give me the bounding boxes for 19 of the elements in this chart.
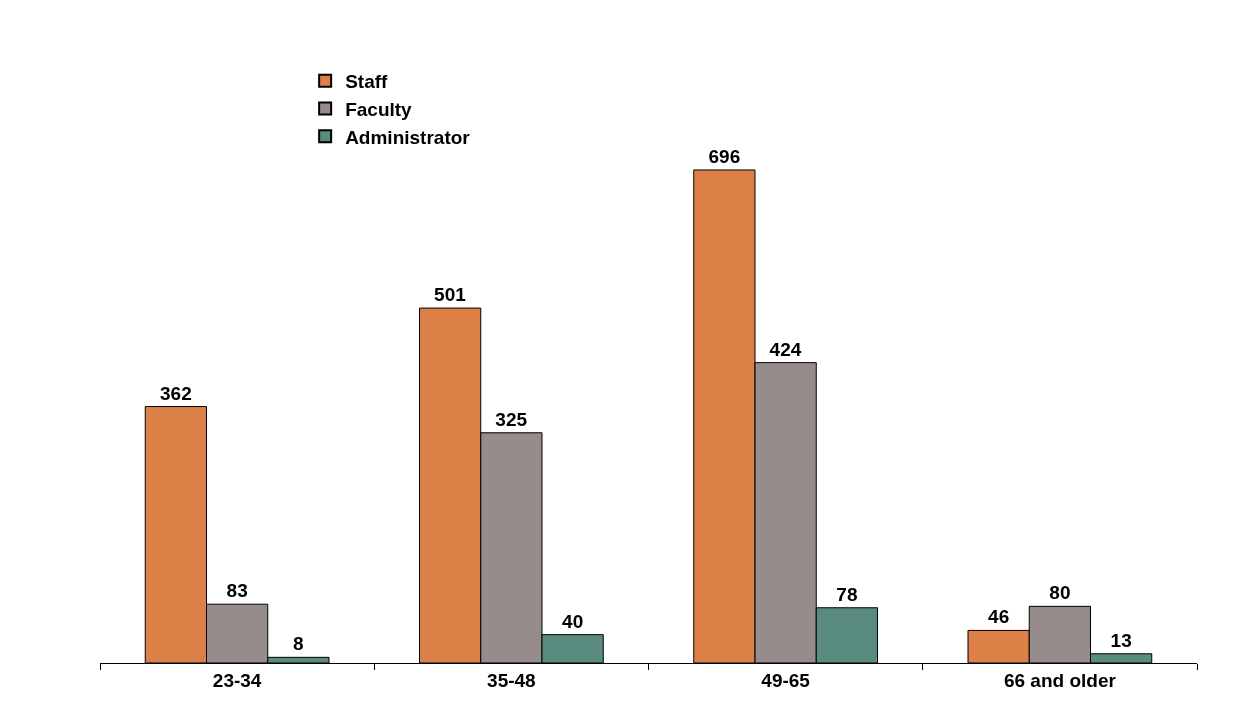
data-label: 80 [1049,582,1071,604]
data-label: 40 [562,610,584,632]
legend-label: Faculty [345,98,413,120]
data-label: 83 [226,580,248,602]
x-tick-label: 49-65 [761,669,811,691]
data-label: 362 [160,382,192,404]
data-label: 8 [293,633,304,655]
x-tick-label: 23-34 [212,669,262,691]
data-label: 46 [988,606,1010,628]
x-tick-label: 35-48 [487,669,536,691]
legend-label: Administrator [345,126,471,148]
data-label: 13 [1110,629,1132,651]
data-label: 696 [708,145,741,167]
data-label: 501 [434,284,467,306]
x-tick-label: 66 and older [1003,669,1117,691]
legend-label: Staff [345,71,389,93]
data-label: 325 [495,408,528,430]
data-label: 424 [769,338,802,360]
data-label: 78 [836,583,858,605]
